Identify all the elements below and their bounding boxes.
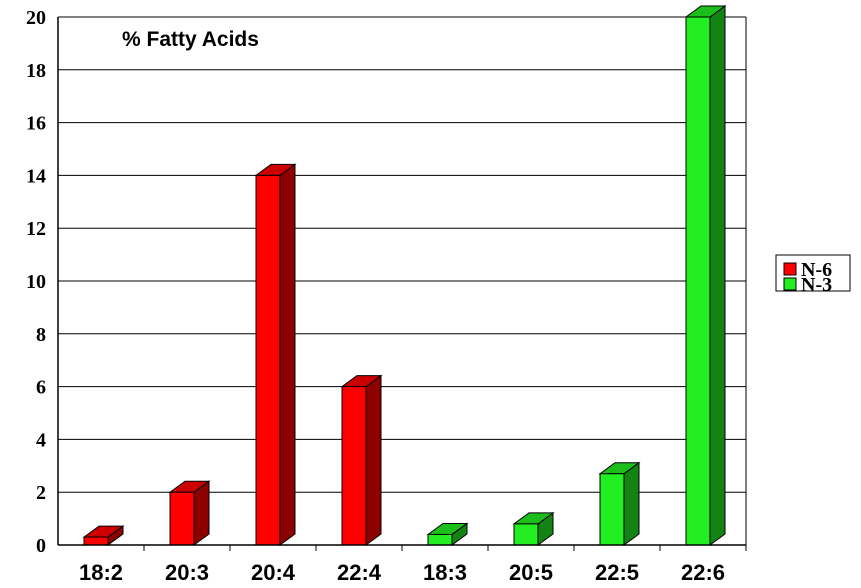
y-tick-label: 4 bbox=[36, 429, 46, 451]
y-tick-label: 12 bbox=[26, 218, 46, 240]
y-tick-label: 18 bbox=[26, 60, 46, 82]
bars bbox=[82, 5, 727, 546]
legend-swatch-n3 bbox=[783, 277, 797, 291]
y-tick-label: 0 bbox=[36, 535, 46, 557]
chart-title: % Fatty Acids bbox=[122, 28, 259, 51]
x-tick-label: 20:5 bbox=[509, 560, 553, 585]
x-tick-label: 18:3 bbox=[423, 560, 467, 585]
bar-n-6-22-4 bbox=[340, 374, 383, 546]
x-tick-label: 22:6 bbox=[681, 560, 725, 585]
x-tick-label: 20:4 bbox=[251, 560, 296, 585]
x-tick-label: 18:2 bbox=[79, 560, 123, 585]
bar-n-6-18-2 bbox=[82, 525, 125, 546]
x-tick-labels: 18:2 20:3 20:4 22:4 18:3 20:5 22:5 22:6 bbox=[79, 560, 725, 585]
y-tick-label: 14 bbox=[26, 165, 46, 187]
bar-n-6-20-4 bbox=[254, 163, 297, 546]
bar-n-3-22-6 bbox=[684, 5, 727, 546]
y-tick-labels: 0 2 4 6 8 10 12 14 16 18 20 bbox=[26, 7, 46, 557]
axes bbox=[57, 17, 747, 551]
y-tick-label: 6 bbox=[36, 377, 46, 399]
bar-n-6-20-3 bbox=[168, 480, 211, 546]
grid-lines bbox=[58, 16, 746, 493]
bar-n-3-22-5 bbox=[598, 461, 641, 546]
x-tick-label: 20:3 bbox=[165, 560, 209, 585]
bar-n-3-18-3 bbox=[426, 522, 469, 546]
x-tick-label: 22:4 bbox=[337, 560, 382, 585]
legend: N-6 N-3 bbox=[775, 254, 851, 296]
y-tick-label: 16 bbox=[26, 113, 46, 135]
legend-swatch-n6 bbox=[783, 262, 797, 276]
legend-label-n6: N-6 bbox=[801, 259, 832, 281]
bar-n-3-20-5 bbox=[512, 511, 555, 546]
legend-label-n3: N-3 bbox=[801, 274, 832, 296]
y-tick-label: 2 bbox=[36, 482, 46, 504]
y-tick-label: 20 bbox=[26, 7, 46, 29]
y-tick-label: 10 bbox=[26, 271, 46, 293]
y-tick-label: 8 bbox=[36, 324, 46, 346]
x-tick-label: 22:5 bbox=[595, 560, 639, 585]
